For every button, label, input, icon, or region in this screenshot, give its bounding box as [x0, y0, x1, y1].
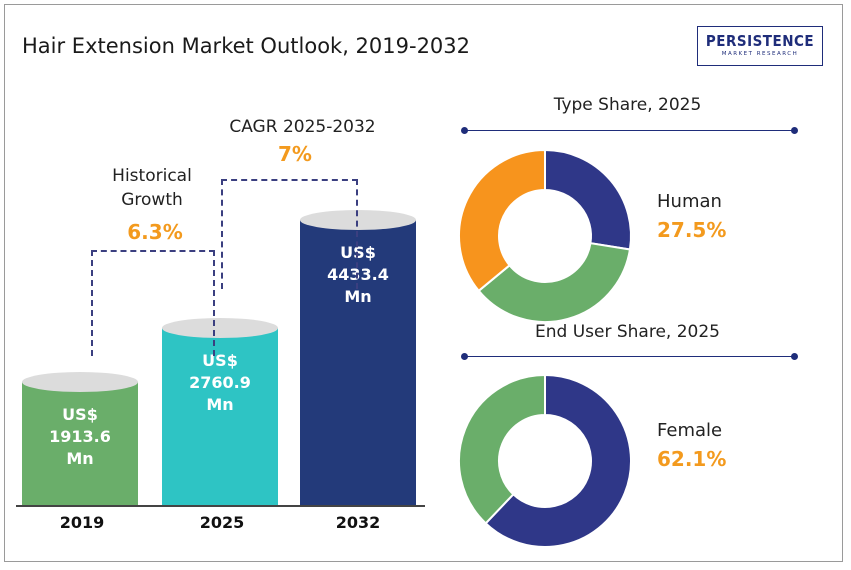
historical-growth-label: Historical Growth: [92, 164, 212, 212]
type-share-slice-2: [458, 148, 546, 293]
bar-2032: [300, 220, 416, 505]
type-share-title: Type Share, 2025: [553, 95, 702, 115]
rule-dot-left: [461, 127, 468, 134]
tick-label-2019: 2019: [59, 513, 105, 532]
type-share-slice-0: [544, 148, 632, 251]
type-share-highlight-value: 27.5%: [657, 218, 727, 242]
bar-cap-2025: [162, 317, 278, 338]
historical-growth-value: 6.3%: [127, 220, 183, 244]
cagr-label: CAGR 2025-2032: [229, 117, 376, 137]
end-user-highlight-value: 62.1%: [657, 447, 727, 471]
type-share-slice-1: [477, 242, 632, 323]
logo-name: PERSISTENCE: [705, 32, 815, 50]
data-label-line: 1913.6: [49, 426, 111, 446]
data-label-line: Mn: [66, 448, 94, 468]
historical-connector: [91, 250, 215, 356]
tick-label-2032: 2032: [335, 513, 381, 532]
data-label-line: US$: [202, 350, 238, 370]
data-label-2032: US$ 4433.4 Mn: [300, 242, 416, 308]
bar-cap-2019: [22, 371, 138, 392]
end-user-share-title: End User Share, 2025: [535, 322, 720, 342]
page-title: Hair Extension Market Outlook, 2019-2032: [22, 34, 471, 58]
type-share-highlight-name: Human: [657, 191, 722, 212]
data-label-line: US$: [340, 243, 376, 262]
bar-2025: [162, 327, 278, 505]
end-user-slice-0: [484, 373, 632, 548]
data-label-line: 4433.4: [327, 265, 389, 284]
cagr-connector: [221, 179, 358, 289]
rule-dot-left: [461, 353, 468, 360]
historical-line1: Historical: [112, 166, 192, 186]
type-share-rule: [465, 130, 795, 131]
brand-logo: PERSISTENCE MARKET RESEARCH: [697, 26, 823, 66]
x-axis-line: [16, 505, 425, 507]
bar-2019: [22, 381, 138, 505]
logo-subtitle: MARKET RESEARCH: [721, 51, 799, 57]
end-user-highlight-name: Female: [657, 420, 723, 441]
data-label-line: Mn: [206, 394, 234, 414]
historical-line2: Growth: [121, 190, 183, 210]
data-label-line: US$: [62, 404, 98, 424]
type-share-donut: [458, 148, 632, 323]
data-label-2019: US$ 1913.6 Mn: [22, 404, 138, 470]
rule-dot-right: [791, 353, 798, 360]
end-user-share-rule: [465, 356, 795, 357]
data-label-2025: US$ 2760.9 Mn: [162, 350, 278, 416]
data-label-line: Mn: [344, 287, 372, 306]
cagr-value: 7%: [278, 142, 312, 166]
end-user-share-donut: [458, 373, 632, 548]
infographic-frame: [4, 4, 843, 562]
end-user-slice-1: [458, 373, 546, 525]
tick-label-2025: 2025: [199, 513, 245, 532]
rule-dot-right: [791, 127, 798, 134]
data-label-line: 2760.9: [189, 372, 251, 392]
bar-cap-2032: [300, 210, 416, 230]
